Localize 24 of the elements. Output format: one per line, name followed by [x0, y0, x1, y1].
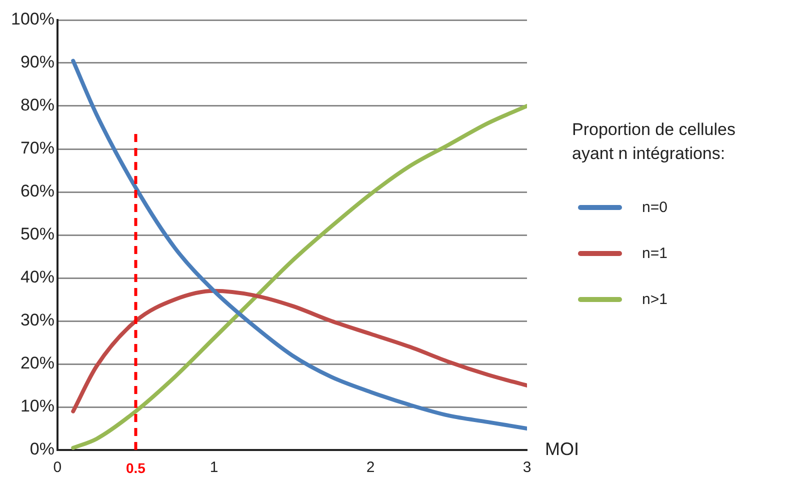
y-tick-label: 10%: [20, 396, 54, 416]
x-tick-label: 2: [366, 459, 375, 476]
line-series: [71, 288, 527, 414]
y-tick-label: 30%: [20, 310, 54, 330]
line-series: [71, 104, 527, 450]
line-series: [71, 58, 527, 430]
ref-line-label: 0.5: [126, 460, 146, 476]
x-tick-label: 0: [53, 459, 62, 476]
y-tick-label: 20%: [20, 354, 54, 373]
y-tick-label: 80%: [20, 96, 54, 115]
x-axis-title: MOI: [545, 438, 579, 459]
y-tick-label: 0%: [30, 440, 54, 459]
y-tick-label: 70%: [20, 138, 54, 158]
x-tick-label: 3: [522, 459, 532, 476]
y-tick-label: 40%: [20, 268, 54, 287]
y-tick-label: 90%: [20, 52, 54, 72]
legend-label: n=0: [642, 198, 668, 216]
legend-label: n=1: [642, 244, 668, 262]
y-tick-label: 60%: [20, 182, 54, 201]
legend-title: Proportion de cellules ayant n intégrations:: [572, 119, 736, 165]
y-tick-label: 100%: [10, 10, 54, 29]
y-tick-label: 50%: [20, 224, 54, 244]
legend-label: n>1: [642, 290, 668, 308]
x-tick-label: 1: [210, 459, 218, 476]
